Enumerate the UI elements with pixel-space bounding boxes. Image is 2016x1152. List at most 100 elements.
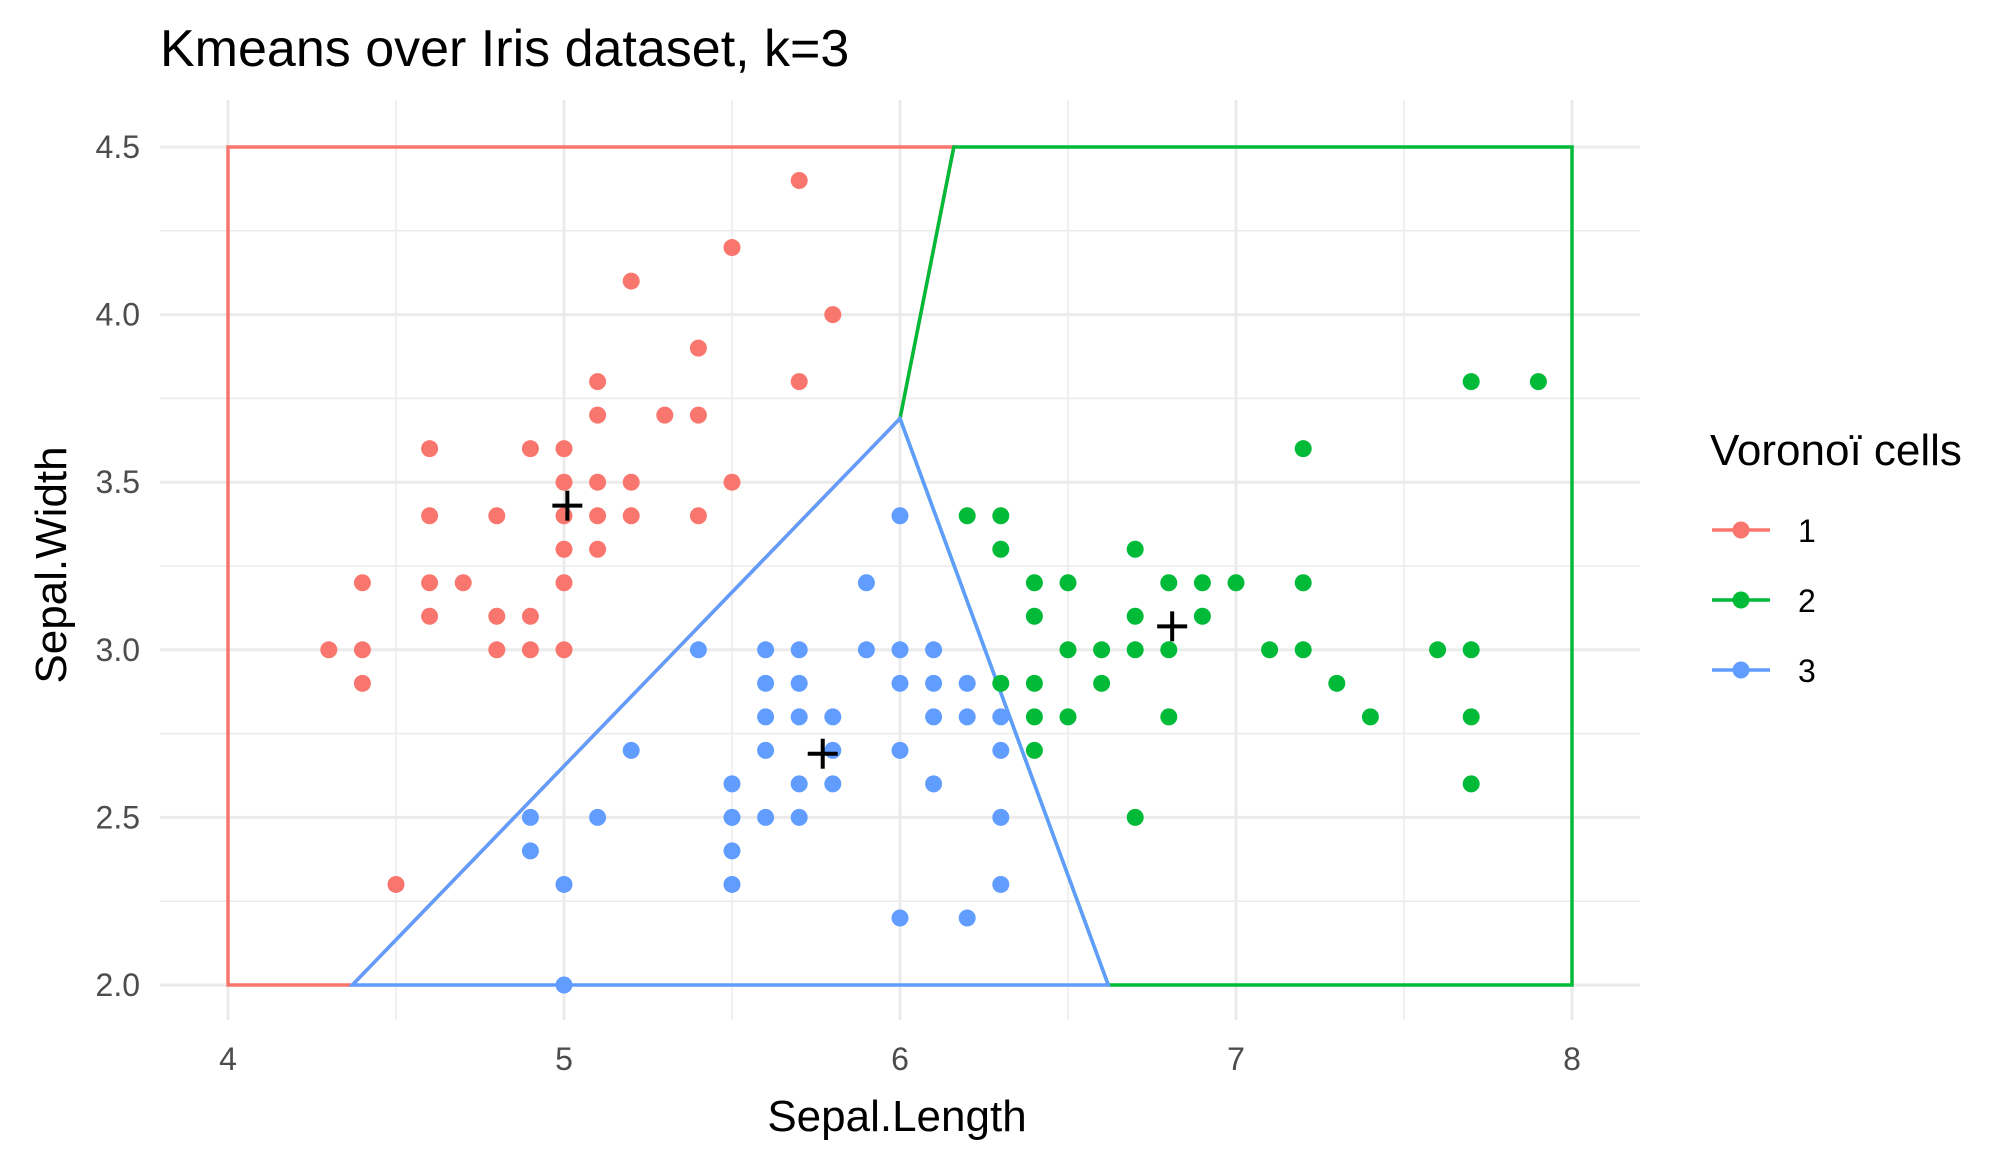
point-cluster-2 xyxy=(1361,708,1379,726)
point-cluster-3 xyxy=(992,708,1010,726)
point-cluster-2 xyxy=(1193,607,1211,625)
centroid-marker-2 xyxy=(1157,611,1188,642)
point-cluster-2 xyxy=(1025,674,1043,692)
grid xyxy=(160,100,1640,1020)
point-cluster-3 xyxy=(891,674,909,692)
point-cluster-2 xyxy=(1429,641,1447,659)
point-cluster-2 xyxy=(1160,574,1178,592)
point-cluster-3 xyxy=(925,775,943,793)
axis-ticks: 4 5 6 7 8 2.0 2.5 3.0 3.5 4.0 4.5 xyxy=(96,129,1581,1077)
point-cluster-3 xyxy=(521,808,539,826)
x-tick-label: 8 xyxy=(1563,1041,1581,1077)
point-cluster-2 xyxy=(1059,641,1077,659)
point-cluster-1 xyxy=(555,574,573,592)
point-cluster-1 xyxy=(521,607,539,625)
point-cluster-2 xyxy=(1328,674,1346,692)
point-cluster-1 xyxy=(790,373,808,391)
y-axis-title: Sepal.Width xyxy=(27,446,76,683)
point-cluster-3 xyxy=(891,641,909,659)
point-cluster-2 xyxy=(1126,641,1144,659)
point-cluster-1 xyxy=(421,607,439,625)
point-cluster-1 xyxy=(521,641,539,659)
point-cluster-2 xyxy=(1462,708,1480,726)
point-cluster-3 xyxy=(757,641,775,659)
point-cluster-2 xyxy=(1059,708,1077,726)
point-cluster-2 xyxy=(992,540,1010,558)
point-cluster-3 xyxy=(555,976,573,994)
point-cluster-3 xyxy=(925,674,943,692)
point-cluster-1 xyxy=(421,507,439,525)
point-cluster-2 xyxy=(1093,641,1111,659)
point-cluster-2 xyxy=(1025,741,1043,759)
point-cluster-1 xyxy=(824,306,842,324)
point-cluster-3 xyxy=(891,909,909,927)
point-cluster-3 xyxy=(757,674,775,692)
point-cluster-2 xyxy=(1059,574,1077,592)
point-cluster-3 xyxy=(992,741,1010,759)
point-cluster-2 xyxy=(1025,708,1043,726)
point-cluster-2 xyxy=(1462,775,1480,793)
point-cluster-1 xyxy=(488,607,506,625)
point-cluster-2 xyxy=(1160,641,1178,659)
legend-item-2: 2 xyxy=(1712,583,1816,619)
point-cluster-1 xyxy=(387,875,405,893)
x-tick-label: 6 xyxy=(891,1041,909,1077)
point-cluster-1 xyxy=(622,473,640,491)
point-cluster-1 xyxy=(353,574,371,592)
point-cluster-2 xyxy=(1462,641,1480,659)
point-cluster-2 xyxy=(1462,373,1480,391)
point-cluster-3 xyxy=(723,775,741,793)
centroid-marker-1 xyxy=(552,490,583,521)
point-cluster-1 xyxy=(555,507,573,525)
y-tick-label: 3.5 xyxy=(96,464,140,500)
point-cluster-1 xyxy=(488,507,506,525)
point-cluster-1 xyxy=(521,440,539,458)
legend: Voronoï cells 1 2 3 xyxy=(1710,426,1962,689)
point-cluster-3 xyxy=(958,674,976,692)
centroid-marker-3 xyxy=(807,738,838,769)
point-cluster-1 xyxy=(555,641,573,659)
point-cluster-3 xyxy=(589,808,607,826)
point-cluster-2 xyxy=(958,507,976,525)
point-cluster-2 xyxy=(992,674,1010,692)
y-tick-label: 3.0 xyxy=(96,632,140,668)
point-cluster-1 xyxy=(353,674,371,692)
x-tick-label: 4 xyxy=(219,1041,237,1077)
point-cluster-1 xyxy=(723,473,741,491)
point-cluster-2 xyxy=(1093,674,1111,692)
point-cluster-3 xyxy=(790,775,808,793)
y-tick-label: 4.0 xyxy=(96,297,140,333)
point-cluster-1 xyxy=(555,540,573,558)
centroids xyxy=(552,490,1188,769)
point-cluster-3 xyxy=(857,641,875,659)
point-cluster-3 xyxy=(555,875,573,893)
point-cluster-1 xyxy=(622,272,640,290)
legend-label: 2 xyxy=(1798,583,1816,619)
chart-title: Kmeans over Iris dataset, k=3 xyxy=(160,20,849,78)
point-cluster-3 xyxy=(757,708,775,726)
legend-item-1: 1 xyxy=(1712,513,1816,549)
point-cluster-3 xyxy=(925,708,943,726)
x-axis-title: Sepal.Length xyxy=(767,1092,1026,1141)
point-cluster-1 xyxy=(689,406,707,424)
point-cluster-1 xyxy=(689,507,707,525)
point-cluster-3 xyxy=(790,808,808,826)
point-cluster-3 xyxy=(891,741,909,759)
point-cluster-1 xyxy=(454,574,472,592)
point-cluster-2 xyxy=(1294,440,1312,458)
y-tick-label: 2.0 xyxy=(96,967,140,1003)
y-tick-label: 4.5 xyxy=(96,129,140,165)
point-cluster-3 xyxy=(958,708,976,726)
voronoi-cell-2 xyxy=(898,145,1574,987)
y-tick-label: 2.5 xyxy=(96,799,140,835)
point-cluster-3 xyxy=(757,808,775,826)
point-cluster-1 xyxy=(589,507,607,525)
point-cluster-1 xyxy=(790,172,808,190)
point-cluster-2 xyxy=(1529,373,1547,391)
point-cluster-1 xyxy=(689,339,707,357)
x-tick-label: 7 xyxy=(1227,1041,1245,1077)
legend-title: Voronoï cells xyxy=(1710,426,1962,475)
x-tick-label: 5 xyxy=(555,1041,573,1077)
voronoi-cells xyxy=(226,145,1574,987)
point-cluster-1 xyxy=(555,473,573,491)
